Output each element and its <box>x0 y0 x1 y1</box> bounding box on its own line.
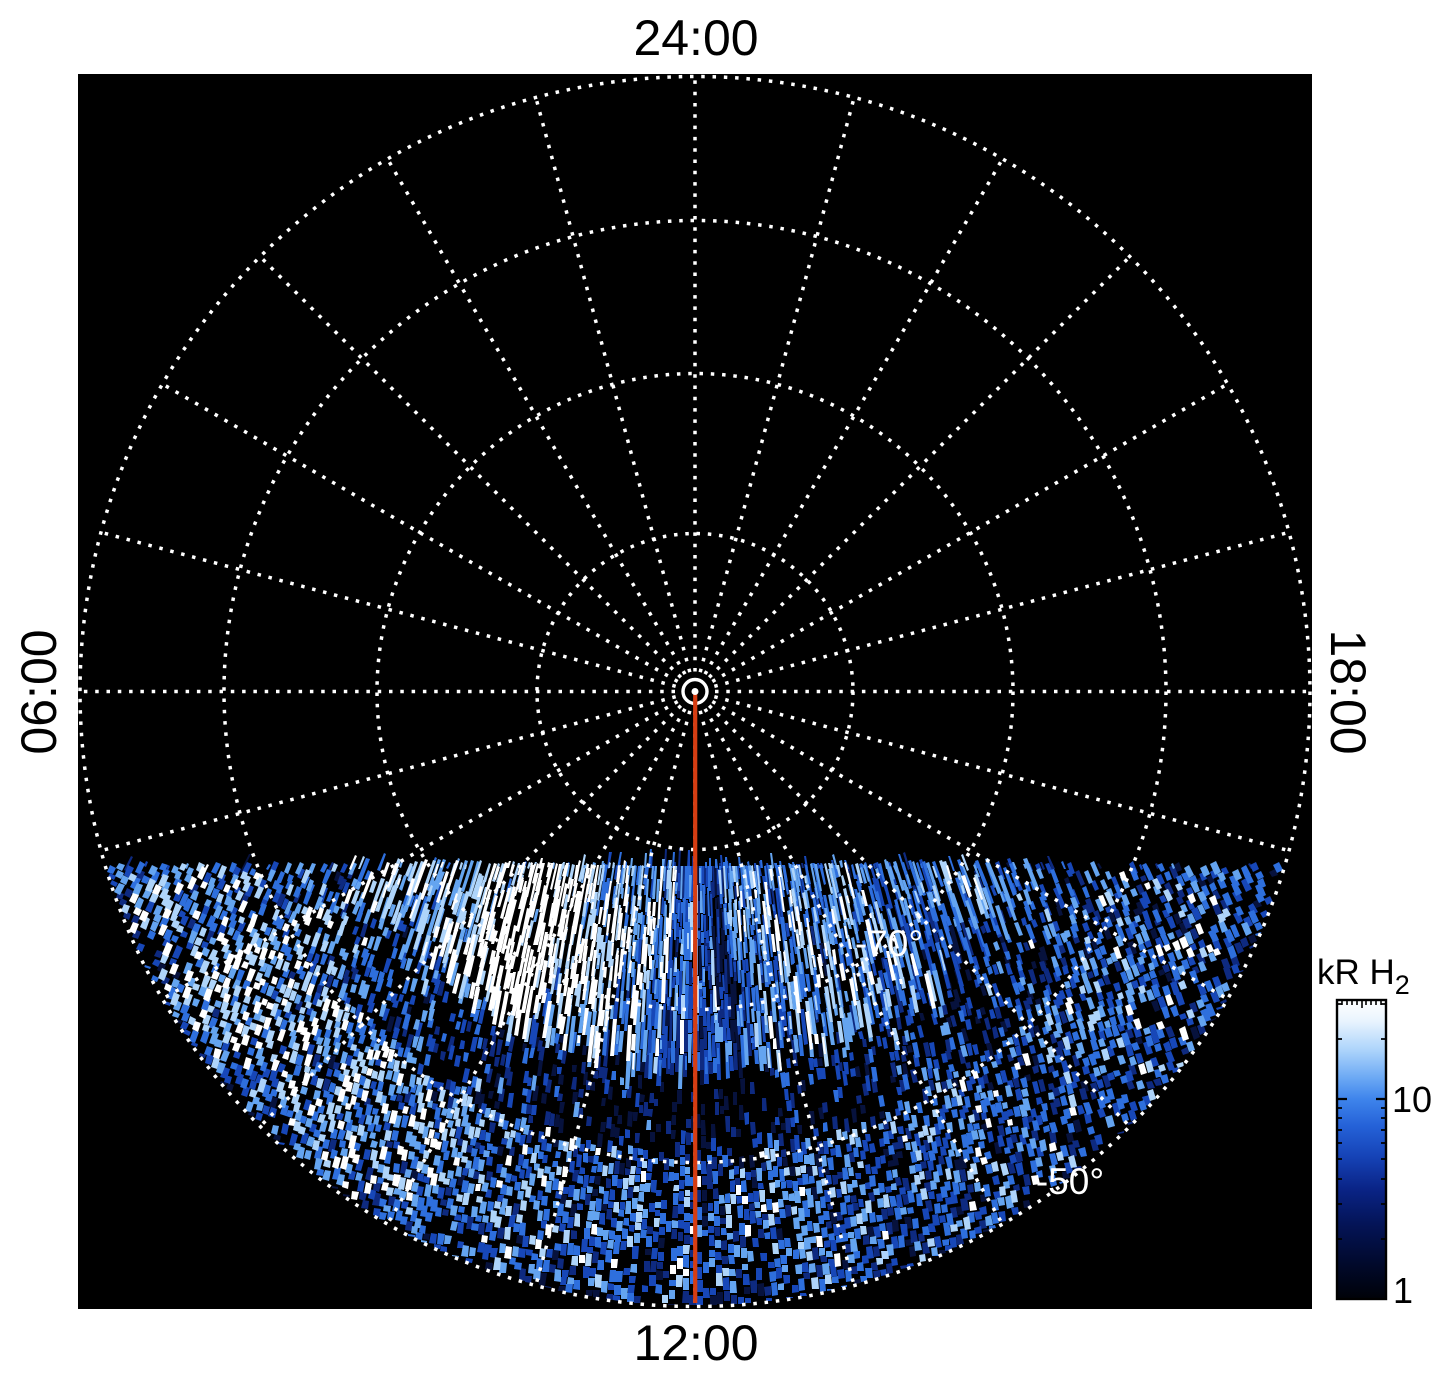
svg-text:-50°: -50° <box>1036 1161 1104 1202</box>
svg-text:12:00: 12:00 <box>633 1315 758 1371</box>
svg-text:24:00: 24:00 <box>633 10 758 66</box>
svg-text:-70°: -70° <box>855 923 923 964</box>
svg-text:06:00: 06:00 <box>11 629 67 754</box>
svg-text:18:00: 18:00 <box>1320 629 1376 754</box>
svg-text:10: 10 <box>1392 1079 1432 1120</box>
svg-text:1: 1 <box>1393 1270 1413 1311</box>
